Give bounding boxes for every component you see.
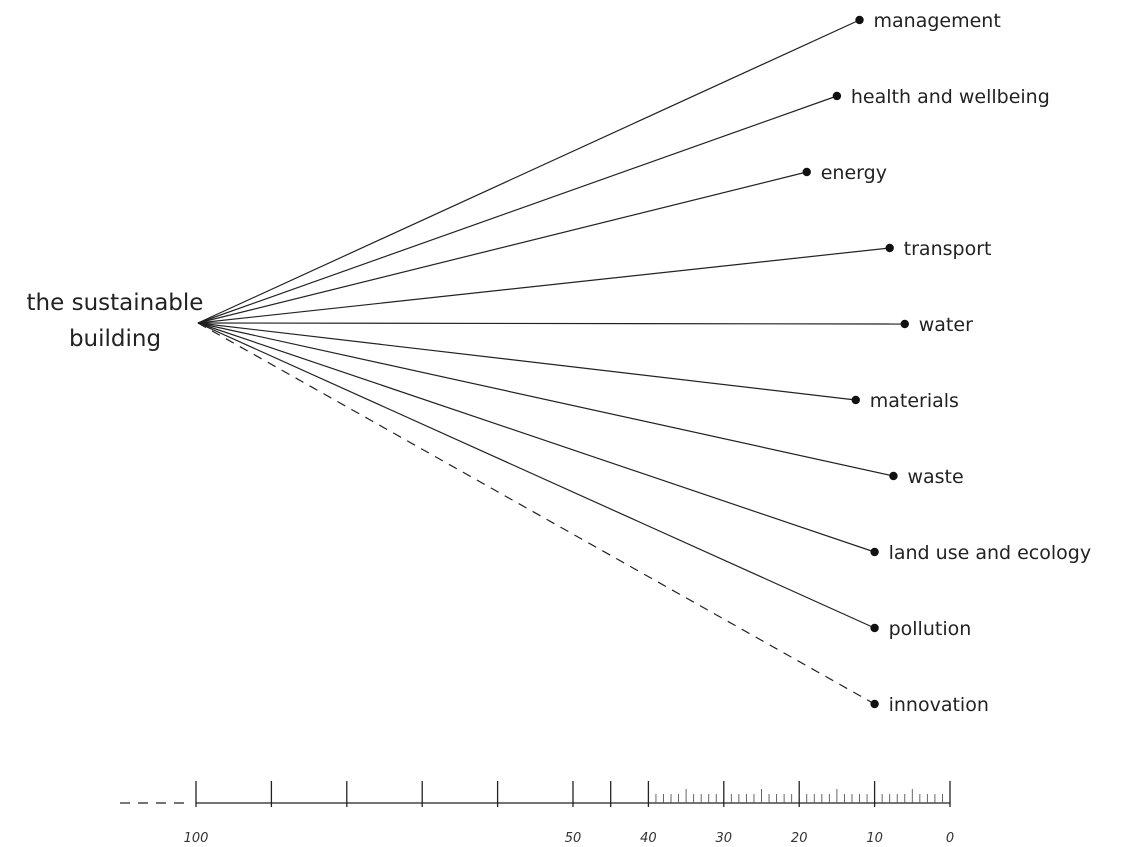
dot-waste: [889, 471, 898, 481]
scale-label-40: 40: [640, 831, 657, 846]
hub-label-line2: building: [68, 326, 162, 352]
hub-label: the sustainable building: [10, 285, 220, 357]
label-land-use-and-ecology: land use and ecology: [889, 542, 1092, 564]
dot-materials: [851, 395, 860, 405]
spoke-innovation: [197, 322, 875, 705]
spokes-group: management health and wellbeing energy tran…: [197, 10, 1092, 716]
scale-label-20: 20: [791, 831, 808, 846]
label-management: management: [874, 10, 1001, 32]
spoke-management: [197, 19, 860, 324]
label-transport: transport: [904, 238, 992, 260]
label-water: water: [919, 314, 973, 336]
spoke-materials: [197, 322, 856, 401]
label-waste: waste: [907, 466, 963, 488]
spoke-pollution: [197, 322, 875, 629]
label-materials: materials: [870, 390, 959, 412]
scale-label-10: 10: [866, 831, 883, 846]
label-pollution: pollution: [889, 618, 972, 640]
dot-innovation: [870, 699, 879, 709]
scale-label-100: 100: [184, 831, 209, 846]
dot-pollution: [870, 623, 879, 633]
scale-label-30: 30: [716, 831, 733, 846]
dot-land-use-and-ecology: [870, 547, 879, 557]
spoke-transport: [197, 247, 890, 324]
spoke-water: [197, 322, 905, 325]
spoke-land-use-and-ecology: [197, 322, 875, 553]
scale-label-50: 50: [565, 831, 582, 846]
spoke-health-and-wellbeing: [197, 95, 838, 324]
label-health-and-wellbeing: health and wellbeing: [851, 86, 1050, 108]
dot-health-and-wellbeing: [832, 91, 842, 101]
spoke-waste: [197, 322, 894, 477]
hub-label-line1: the sustainable: [26, 290, 204, 316]
label-innovation: innovation: [889, 694, 989, 716]
dot-management: [855, 15, 864, 25]
scale-axis: 100 50 40 30 20 10 0: [120, 781, 954, 846]
dot-transport: [885, 243, 894, 253]
scale-label-0: 0: [946, 831, 954, 846]
spoke-energy: [197, 171, 807, 324]
dot-energy: [802, 167, 811, 177]
label-energy: energy: [821, 162, 887, 184]
dot-water: [900, 319, 909, 329]
